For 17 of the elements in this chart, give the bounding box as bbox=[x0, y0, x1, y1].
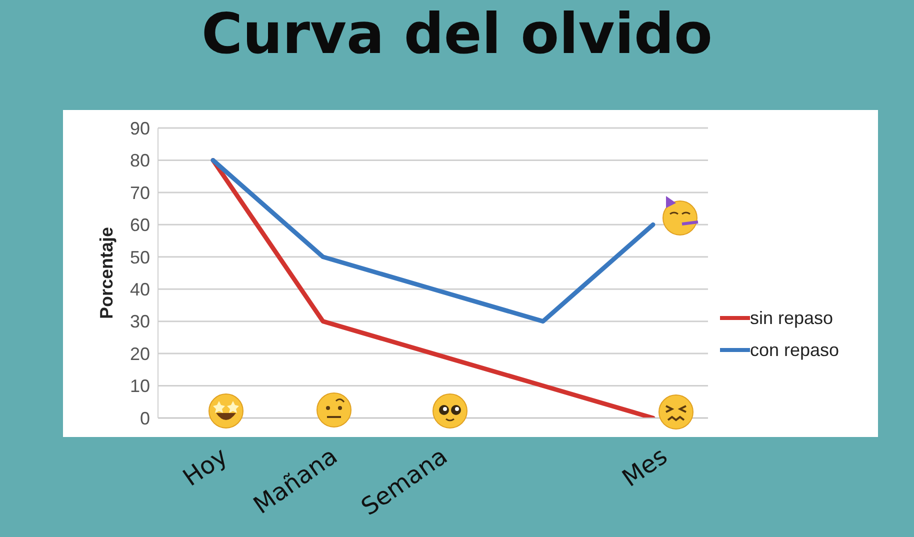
line-series bbox=[210, 158, 656, 324]
x-tick-label: Mes bbox=[617, 442, 672, 492]
y-tick-label: 40 bbox=[130, 280, 150, 300]
legend-label: con repaso bbox=[750, 340, 840, 360]
y-tick-label: 30 bbox=[130, 312, 150, 332]
y-tick-label: 10 bbox=[130, 376, 150, 396]
y-tick-label: 50 bbox=[130, 247, 150, 268]
y-axis-title: Porcentaje bbox=[96, 226, 116, 320]
y-tick-label: 20 bbox=[130, 344, 150, 364]
chart-title: Curva del olvido bbox=[200, 2, 714, 67]
y-tick-label: 60 bbox=[130, 215, 150, 236]
y-tick-label: 80 bbox=[130, 150, 150, 171]
y-tick-label: 70 bbox=[130, 182, 150, 203]
y-tick-label: 0 bbox=[140, 408, 150, 428]
x-tick-label: Hoy bbox=[178, 442, 232, 492]
y-tick-label: 90 bbox=[130, 118, 150, 138]
legend-label: sin repaso bbox=[750, 308, 834, 328]
